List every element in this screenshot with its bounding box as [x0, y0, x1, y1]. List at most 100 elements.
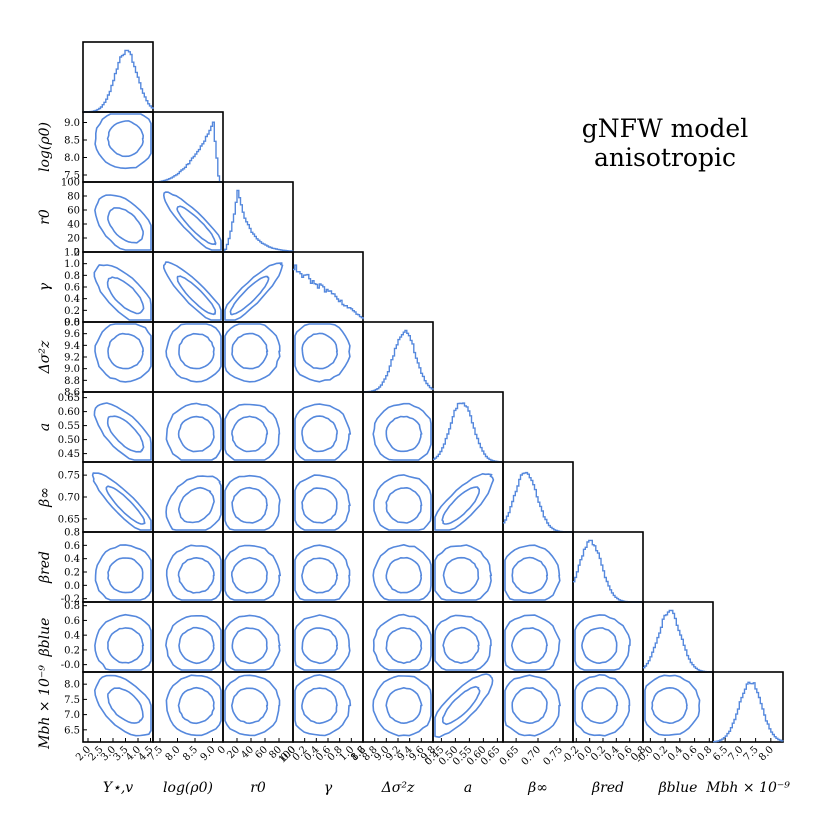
y-tick-label: 9.2	[64, 353, 80, 364]
panel-frame	[572, 531, 644, 603]
panel-2-2	[222, 181, 294, 253]
panel-frame	[292, 461, 364, 533]
contour-outer	[94, 613, 152, 671]
histogram-8	[643, 609, 713, 673]
panel-8-7	[572, 601, 644, 673]
x-tick-label: 8.5	[181, 744, 200, 763]
contour-outer	[224, 403, 281, 461]
y-tick-label: 1.2	[64, 248, 80, 259]
contour-outer	[165, 475, 222, 531]
y-axis-label: β∞	[37, 487, 53, 508]
y-axis-label: r0	[37, 209, 53, 225]
panel-5-4	[362, 391, 434, 463]
contour-outer	[294, 403, 352, 461]
y-tick-label: 8.0	[64, 153, 80, 164]
contour-outer	[372, 402, 432, 461]
contour-outer	[224, 474, 281, 531]
y-tick-label: 20	[67, 234, 80, 245]
contour-inner	[177, 686, 215, 725]
contour-inner	[301, 557, 339, 594]
y-tick-label: 0.65	[58, 514, 80, 525]
panel-4-3	[292, 321, 364, 393]
x-axis-label: a	[464, 780, 472, 796]
contour-inner	[301, 332, 338, 370]
contour-outer	[372, 544, 432, 601]
contour-outer	[224, 614, 281, 671]
contour-outer	[504, 544, 561, 601]
y-tick-label: 80	[67, 192, 80, 203]
x-axis-label: Υ⋆,v	[103, 780, 133, 796]
contour-outer	[163, 191, 222, 251]
histogram-2	[223, 189, 294, 253]
contour-outer	[165, 615, 222, 671]
panel-6-3	[292, 461, 364, 533]
y-axis-label: Mbh × 10⁻⁹	[37, 665, 53, 750]
panel-frame	[362, 321, 434, 393]
contour-inner	[176, 275, 217, 316]
panel-6-0: 0.65 0.70 0.75 β∞	[37, 461, 154, 533]
panel-frame	[222, 601, 294, 673]
y-tick-label: 0.4	[64, 631, 80, 642]
contour-outer	[165, 402, 222, 461]
y-tick-label: 0.4	[64, 294, 80, 305]
panel-3-2	[222, 251, 294, 323]
contour-inner	[301, 687, 338, 725]
contour-inner	[651, 687, 688, 724]
panel-7-7	[572, 531, 644, 603]
y-tick-label: 7.0	[64, 710, 80, 721]
panel-3-0: 0.00.20.40.60.81.01.2 γ	[37, 248, 154, 329]
contour-inner	[442, 685, 481, 726]
y-tick-label: 0.6	[64, 616, 80, 627]
y-tick-label: 1.0	[64, 259, 80, 270]
y-axis-label: βred	[37, 551, 53, 584]
x-tick-label: 8.0	[164, 744, 183, 763]
y-tick-label: 100	[61, 178, 80, 189]
y-axis-label: βblue	[37, 618, 53, 658]
contour-outer	[373, 474, 432, 531]
histogram-5	[433, 402, 503, 463]
panel-6-5	[432, 461, 504, 533]
panel-frame	[432, 391, 504, 463]
contour-inner	[107, 687, 144, 724]
panel-8-1	[152, 601, 224, 673]
y-tick-label: 0.2	[64, 645, 80, 656]
model-title-line-2: anisotropic	[594, 143, 736, 172]
x-axis-label: β∞	[527, 780, 548, 796]
panel-2-1	[152, 181, 224, 253]
panel-4-4	[362, 321, 434, 393]
contour-inner	[385, 627, 423, 665]
contour-inner	[511, 627, 548, 664]
panel-0-0	[82, 41, 154, 113]
y-tick-label: 40	[67, 220, 80, 231]
panel-6-4	[362, 461, 434, 533]
panel-1-0: 7.5 8.0 8.5 9.0 log(ρ0)	[37, 111, 154, 183]
y-tick-label: 9.8	[64, 318, 80, 329]
contour-inner	[581, 627, 618, 664]
y-tick-label: 0.0	[64, 318, 80, 329]
panel-frame	[82, 41, 154, 113]
contour-outer	[294, 474, 351, 531]
y-tick-label: 7.5	[64, 695, 80, 706]
panel-3-1	[152, 251, 224, 323]
y-tick-label: 0.2	[64, 568, 80, 579]
panel-frame	[222, 671, 294, 743]
y-tick-label: 60	[67, 206, 80, 217]
contour-outer	[224, 323, 281, 383]
contour-outer	[94, 674, 152, 737]
x-tick-label: 9.0	[199, 744, 218, 763]
y-tick-label: 0.8	[64, 271, 80, 282]
y-tick-label: 0.75	[58, 471, 80, 482]
y-tick-label: 9.6	[64, 329, 80, 340]
panel-frame	[152, 181, 224, 253]
contour-inner	[107, 627, 145, 664]
y-tick-label: 6.5	[64, 725, 80, 736]
panel-9-6: 0.650.700.75β∞	[498, 671, 574, 796]
panel-3-3	[292, 251, 364, 323]
contour-inner	[441, 486, 480, 525]
x-tick-label: 8.0	[757, 744, 776, 763]
